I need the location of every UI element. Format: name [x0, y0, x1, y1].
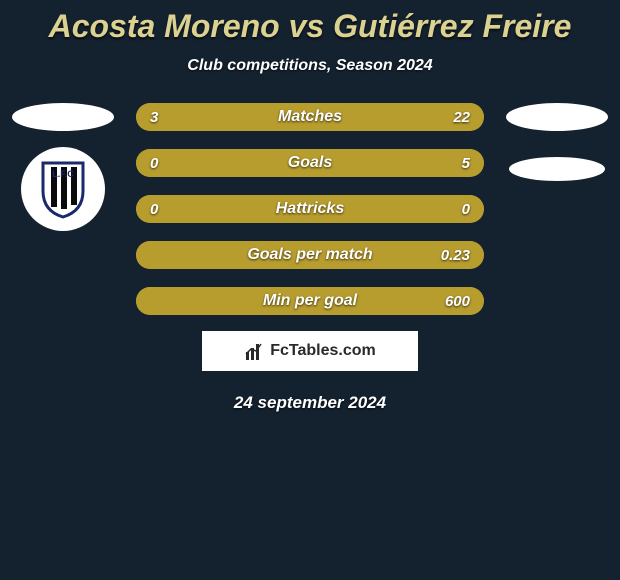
right-player-column	[502, 103, 612, 181]
stat-value-right: 5	[462, 149, 470, 177]
footer-date: 24 september 2024	[0, 393, 620, 413]
right-player-badge	[506, 103, 608, 131]
stat-value-left: 0	[150, 195, 158, 223]
stat-fill-right	[146, 149, 484, 177]
stat-fill-left	[136, 287, 146, 315]
stat-fill-right	[146, 287, 484, 315]
stat-bar: 0.23Goals per match	[136, 241, 484, 269]
svg-text:L.F.C: L.F.C	[52, 169, 74, 179]
bar-chart-icon	[244, 340, 266, 362]
comparison-area: L.F.C 322Matches05Goals00Hattricks0.23Go…	[0, 103, 620, 315]
page-title: Acosta Moreno vs Gutiérrez Freire	[0, 8, 620, 45]
stat-fill-right	[146, 241, 484, 269]
stats-column: 322Matches05Goals00Hattricks0.23Goals pe…	[136, 103, 484, 315]
stat-fill-right	[310, 195, 484, 223]
stat-fill-left	[136, 195, 310, 223]
left-player-column: L.F.C	[8, 103, 118, 231]
stat-value-left: 0	[150, 149, 158, 177]
stat-value-left: 3	[150, 103, 158, 131]
stat-bar: 00Hattricks	[136, 195, 484, 223]
left-club-crest: L.F.C	[21, 147, 105, 231]
stat-value-right: 0	[462, 195, 470, 223]
stat-value-right: 600	[445, 287, 470, 315]
stat-bar: 05Goals	[136, 149, 484, 177]
page-subtitle: Club competitions, Season 2024	[0, 57, 620, 75]
stat-fill-right	[178, 103, 484, 131]
shield-crest-icon: L.F.C	[31, 157, 95, 221]
stat-bar: 322Matches	[136, 103, 484, 131]
branding-box[interactable]: FcTables.com	[202, 331, 418, 371]
stat-value-right: 0.23	[441, 241, 470, 269]
stat-bar: 600Min per goal	[136, 287, 484, 315]
branding-text: FcTables.com	[270, 342, 376, 360]
stat-fill-left	[136, 149, 146, 177]
stat-value-right: 22	[453, 103, 470, 131]
right-club-badge	[509, 157, 605, 181]
left-player-badge	[12, 103, 114, 131]
stat-fill-left	[136, 241, 146, 269]
comparison-card: Acosta Moreno vs Gutiérrez Freire Club c…	[0, 0, 620, 413]
